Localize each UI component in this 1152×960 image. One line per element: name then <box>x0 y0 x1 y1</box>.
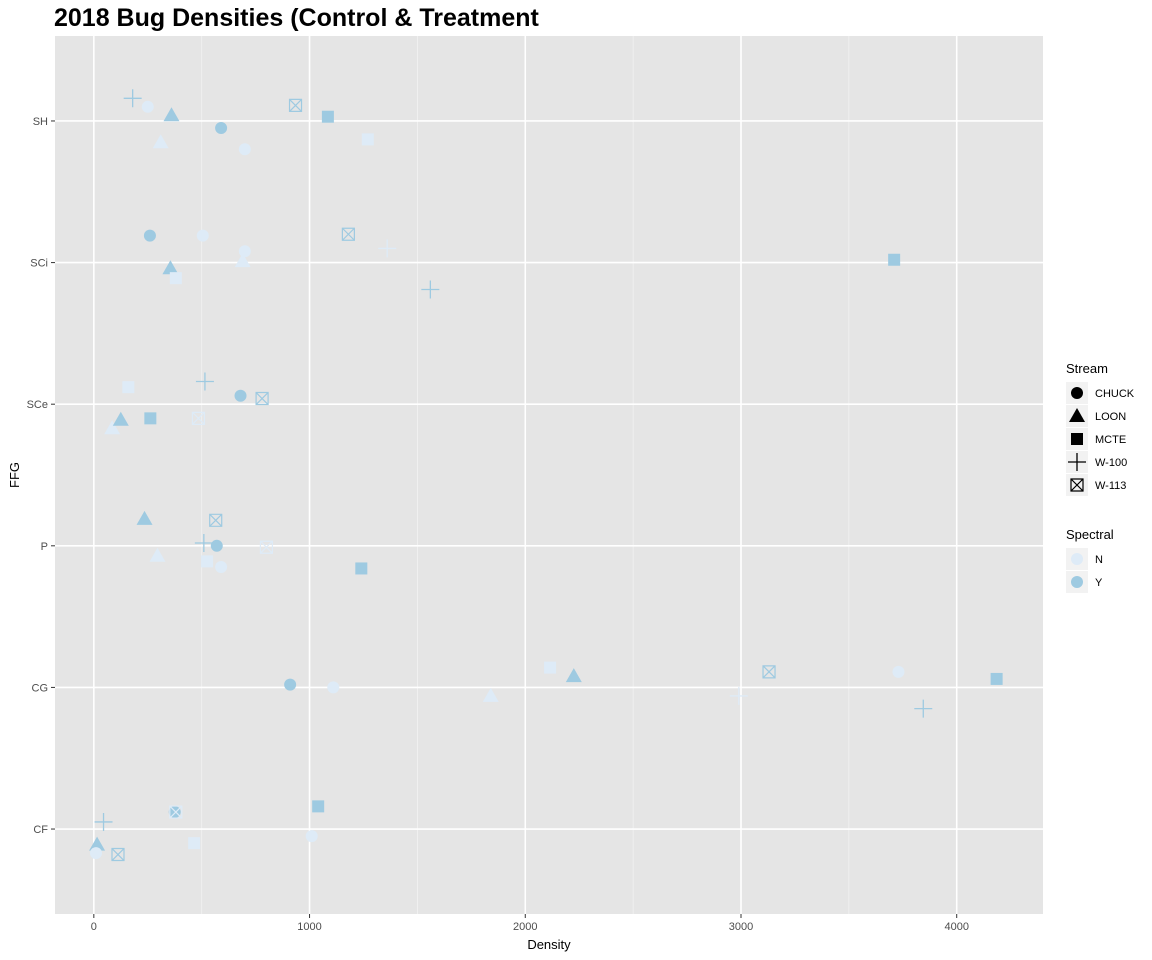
data-point <box>305 830 318 843</box>
data-point <box>327 681 340 694</box>
data-point <box>191 411 206 425</box>
data-point <box>888 253 901 266</box>
legend-key-triangle <box>1069 408 1085 422</box>
x-tick-label: 1000 <box>297 921 321 933</box>
data-point <box>341 227 355 241</box>
x-tick-label: 3000 <box>729 921 753 933</box>
data-point <box>210 539 223 552</box>
data-point <box>162 260 179 275</box>
data-point <box>123 89 142 108</box>
plot-panel <box>55 36 1043 914</box>
y-tick-label: SCe <box>27 399 48 411</box>
data-point <box>355 562 368 575</box>
legend-label: LOON <box>1095 411 1126 423</box>
data-point <box>421 280 440 299</box>
data-point <box>168 806 181 819</box>
data-point <box>288 98 303 112</box>
data-point <box>152 134 169 149</box>
data-point <box>255 391 269 406</box>
data-points <box>89 89 1003 862</box>
y-tick-label: CG <box>32 682 49 694</box>
legend-key-boxed-x <box>1070 478 1084 492</box>
y-axis: CF CG P SCe SCi SH <box>27 116 55 836</box>
data-point <box>215 122 228 135</box>
x-tick-label: 4000 <box>944 921 968 933</box>
legend-stream: Stream CHUCK LOON MCTE W-100 W-113 <box>1066 361 1135 496</box>
data-point <box>914 699 933 718</box>
legend-key-circle <box>1071 387 1083 399</box>
legend-label: MCTE <box>1095 434 1126 446</box>
legend-key-circle <box>1071 576 1083 588</box>
data-point <box>201 555 214 568</box>
y-tick-label: SH <box>33 116 48 128</box>
data-point <box>169 805 183 819</box>
data-point <box>195 372 214 391</box>
legend-key-circle <box>1071 553 1083 565</box>
data-point <box>234 253 251 268</box>
data-point <box>136 510 153 525</box>
legend-key-square <box>1071 433 1083 445</box>
legend-spectral-title: Spectral <box>1066 527 1114 542</box>
data-point <box>111 847 125 862</box>
data-point <box>482 687 499 702</box>
data-point <box>284 678 297 691</box>
data-point <box>762 665 776 679</box>
data-point <box>188 837 201 850</box>
data-point <box>238 245 251 258</box>
legend-key-plus <box>1068 453 1086 471</box>
x-tick-label: 2000 <box>513 921 537 933</box>
data-point <box>238 143 251 156</box>
legend-label: N <box>1095 554 1103 566</box>
data-point <box>209 513 223 527</box>
data-point <box>361 133 374 146</box>
data-point <box>89 847 102 860</box>
legend-spectral: Spectral NY <box>1066 527 1114 593</box>
data-point <box>163 107 180 122</box>
data-point <box>169 272 182 285</box>
legend-label: CHUCK <box>1095 388 1135 400</box>
data-point <box>194 533 213 552</box>
legend-label: Y <box>1095 577 1103 589</box>
data-point <box>215 561 228 574</box>
data-point <box>544 661 557 674</box>
chart-title: 2018 Bug Densities (Control & Treatment <box>54 4 540 32</box>
data-point <box>565 668 582 683</box>
data-point <box>312 800 325 813</box>
data-point <box>89 836 106 851</box>
legend-label: W-100 <box>1095 457 1127 469</box>
data-point <box>122 381 135 394</box>
data-point <box>892 665 905 678</box>
data-point <box>149 547 166 562</box>
data-point <box>378 239 397 258</box>
data-point <box>196 229 209 242</box>
x-axis-title: Density <box>527 937 571 952</box>
data-point <box>729 686 748 705</box>
data-point <box>141 100 154 113</box>
x-axis: 0 1000 2000 3000 4000 <box>91 914 969 933</box>
legend-label: W-113 <box>1095 480 1126 492</box>
data-point <box>990 672 1003 685</box>
x-tick-label: 0 <box>91 921 97 933</box>
data-point <box>234 389 247 402</box>
legend-stream-title: Stream <box>1066 361 1108 376</box>
y-tick-label: P <box>41 541 48 553</box>
data-point <box>321 110 334 123</box>
data-point <box>104 420 121 435</box>
y-tick-label: SCi <box>30 258 48 270</box>
data-point <box>259 540 274 554</box>
y-tick-label: CF <box>33 824 48 836</box>
data-point <box>143 229 156 242</box>
data-point <box>94 812 113 831</box>
data-point <box>112 411 129 426</box>
data-point <box>144 412 157 425</box>
y-axis-title: FFG <box>7 462 22 488</box>
